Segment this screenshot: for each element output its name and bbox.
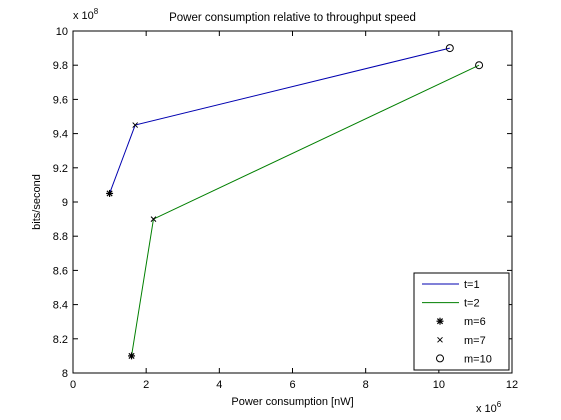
legend-entry: t=1 xyxy=(422,279,480,291)
axis-ticks xyxy=(72,30,513,374)
y-tick-label: 8.6 xyxy=(53,265,68,277)
legend-label: m=6 xyxy=(464,316,486,328)
x-tick-label: 10 xyxy=(433,379,445,391)
data-point-x xyxy=(150,216,157,222)
x-tick-label: 6 xyxy=(289,379,295,391)
x-multiplier-exponent: 6 xyxy=(497,400,502,409)
y-tick-label: 9.4 xyxy=(53,129,68,141)
legend-swatch-circle xyxy=(436,354,444,363)
legend-entry: m=7 xyxy=(437,335,486,347)
y-tick-label: 9 xyxy=(62,197,68,209)
y-multiplier-base: x 10 xyxy=(73,10,94,22)
axis-tick-labels: 0 2 4 6 8 10 12 8 8.2 8.4 8.6 8.8 9 9.2 9.4 9.6 9.8 10 xyxy=(53,26,518,391)
y-tick-label: 9.8 xyxy=(53,60,68,72)
x-tick-label: 4 xyxy=(216,379,222,391)
legend-box xyxy=(413,272,510,371)
x-tick-label: 0 xyxy=(70,379,76,391)
legend-label: m=10 xyxy=(464,353,492,365)
x-tick-label: 12 xyxy=(506,379,518,391)
x-tick-label: 2 xyxy=(143,379,149,391)
x-axis-title: Power consumption [nW] xyxy=(231,396,353,408)
x-tick-label: 8 xyxy=(363,379,369,391)
y-multiplier-exponent: 8 xyxy=(94,7,99,16)
data-point-x xyxy=(132,122,139,128)
y-axis-multiplier: x 108 xyxy=(73,7,99,22)
data-point-star xyxy=(128,352,136,360)
y-tick-label: 9.2 xyxy=(53,163,68,175)
legend-label: t=2 xyxy=(464,298,480,310)
chart-title: Power consumption relative to throughput… xyxy=(169,12,416,24)
legend-swatch-star xyxy=(436,317,444,325)
legend-swatch-x xyxy=(437,336,443,343)
y-tick-label: 8.2 xyxy=(53,334,68,346)
data-point-star xyxy=(106,189,114,197)
legend-items: t=1 t=2 m=6 m=7 m=10 xyxy=(422,279,492,365)
legend-entry: m=6 xyxy=(436,316,486,328)
y-tick-label: 8.4 xyxy=(53,300,68,312)
x-axis-multiplier: x 106 xyxy=(476,400,502,415)
data-point-circle xyxy=(475,61,484,70)
x-multiplier-base: x 10 xyxy=(476,403,497,415)
legend-entry: t=2 xyxy=(422,298,480,310)
legend-label: m=7 xyxy=(464,335,486,347)
legend: t=1 t=2 m=6 m=7 m=10 xyxy=(413,272,510,371)
legend-entry: m=10 xyxy=(436,353,492,365)
y-tick-label: 8.8 xyxy=(53,231,68,243)
y-tick-label: 8 xyxy=(62,368,68,380)
y-tick-label: 10 xyxy=(56,26,68,38)
y-axis-title: bits/second xyxy=(31,174,43,230)
data-point-circle xyxy=(445,44,454,53)
series-markers xyxy=(106,44,484,360)
y-tick-label: 9.6 xyxy=(53,94,68,106)
legend-label: t=1 xyxy=(464,279,480,291)
